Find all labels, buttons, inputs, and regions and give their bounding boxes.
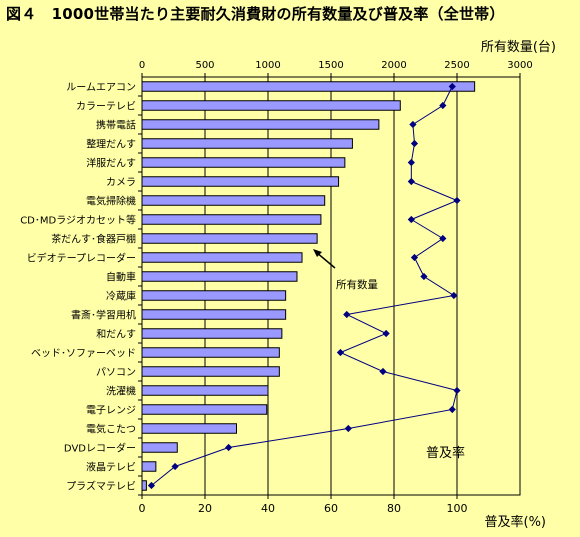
top-tick-label: 500	[195, 60, 214, 71]
category-label: 電気掃除機	[86, 195, 136, 208]
point-marker	[448, 82, 456, 91]
category-label: 洋服だんす	[86, 157, 136, 170]
point-marker	[439, 234, 447, 243]
point-marker	[147, 481, 156, 490]
bar	[141, 157, 346, 168]
top-tick-label: 1500	[318, 60, 343, 71]
series-line	[151, 86, 459, 486]
category-label: 書斎･学習用机	[71, 309, 136, 322]
bar	[141, 214, 322, 225]
category-label: カラーテレビ	[76, 101, 136, 113]
top-tick-label: 2000	[381, 60, 406, 71]
bottom-tick-label: 100	[447, 502, 468, 515]
bottom-tick-label: 80	[387, 502, 401, 515]
category-label: 液晶テレビ	[86, 461, 136, 474]
point-marker	[407, 177, 415, 186]
category-label: ビデオテープレコーダー	[27, 252, 136, 265]
point-marker	[382, 329, 390, 338]
bar-annotation-label: 所有数量	[336, 278, 378, 291]
bottom-tick-label: 20	[198, 502, 212, 515]
point-marker	[171, 462, 179, 471]
category-label: 洗濯機	[106, 385, 136, 398]
category-label: 整理だんす	[86, 138, 136, 151]
bottom-tick-label: 40	[261, 502, 275, 515]
top-tick-label: 1000	[255, 60, 280, 71]
category-label: CD･MDラジオカセット等	[20, 214, 136, 227]
point-marker	[379, 367, 387, 376]
category-label: 冷蔵庫	[106, 290, 136, 303]
category-label: 和だんす	[96, 329, 136, 341]
point-marker	[407, 215, 415, 224]
point-marker	[410, 253, 419, 262]
point-marker	[225, 443, 233, 452]
bar	[141, 138, 353, 149]
point-marker	[453, 386, 461, 395]
point-marker	[410, 139, 419, 148]
category-label: パソコン	[96, 367, 136, 379]
category-label: 自動車	[106, 271, 136, 284]
point-marker	[409, 120, 417, 129]
bar	[141, 309, 287, 320]
bar	[141, 461, 157, 472]
bar	[141, 100, 401, 111]
bar	[141, 176, 340, 187]
category-label: DVDレコーダー	[64, 442, 136, 455]
bar	[141, 290, 287, 301]
category-label: 茶だんす･食器戸棚	[51, 233, 136, 246]
point-marker	[336, 348, 345, 357]
bottom-axis-label: 普及率(%)	[485, 514, 547, 530]
category-label: ベッド･ソファーベッド	[31, 348, 136, 360]
category-label: 携帯電話	[96, 119, 136, 132]
point-marker	[344, 424, 352, 433]
bar	[141, 366, 280, 377]
bar	[141, 81, 476, 92]
bottom-tick-label: 60	[324, 502, 338, 515]
top-tick-label: 0	[139, 60, 145, 71]
bar-annotation: 所有数量	[313, 249, 378, 291]
category-label: 電気こたつ	[86, 423, 136, 436]
bar	[141, 328, 283, 339]
point-marker	[420, 272, 428, 281]
bar	[141, 423, 237, 434]
point-marker	[407, 158, 415, 167]
bar	[141, 347, 280, 358]
bar	[141, 195, 326, 206]
bar	[141, 233, 318, 244]
point-marker	[450, 291, 458, 300]
point-marker	[448, 405, 456, 414]
bar	[141, 119, 380, 130]
bar	[141, 404, 268, 415]
category-label: プラズマテレビ	[66, 480, 136, 493]
category-label: 電子レンジ	[86, 405, 136, 417]
category-label: ルームエアコン	[66, 82, 136, 94]
bottom-tick-label: 0	[139, 502, 146, 515]
category-label: カメラ	[106, 177, 136, 189]
bar	[141, 385, 269, 396]
line-annotation-label: 普及率	[426, 445, 465, 461]
point-marker	[343, 310, 351, 319]
top-tick-label: 3000	[507, 60, 532, 71]
bar	[141, 252, 303, 263]
bar	[141, 480, 147, 491]
bar	[141, 271, 298, 282]
top-tick-label: 2500	[444, 60, 469, 71]
top-axis-label: 所有数量(台)	[481, 40, 556, 55]
point-marker	[439, 101, 447, 110]
bar	[141, 442, 178, 453]
point-marker	[453, 196, 461, 205]
chart-title: 図４ 1000世帯当たり主要耐久消費財の所有数量及び普及率（全世帯）	[6, 5, 505, 23]
